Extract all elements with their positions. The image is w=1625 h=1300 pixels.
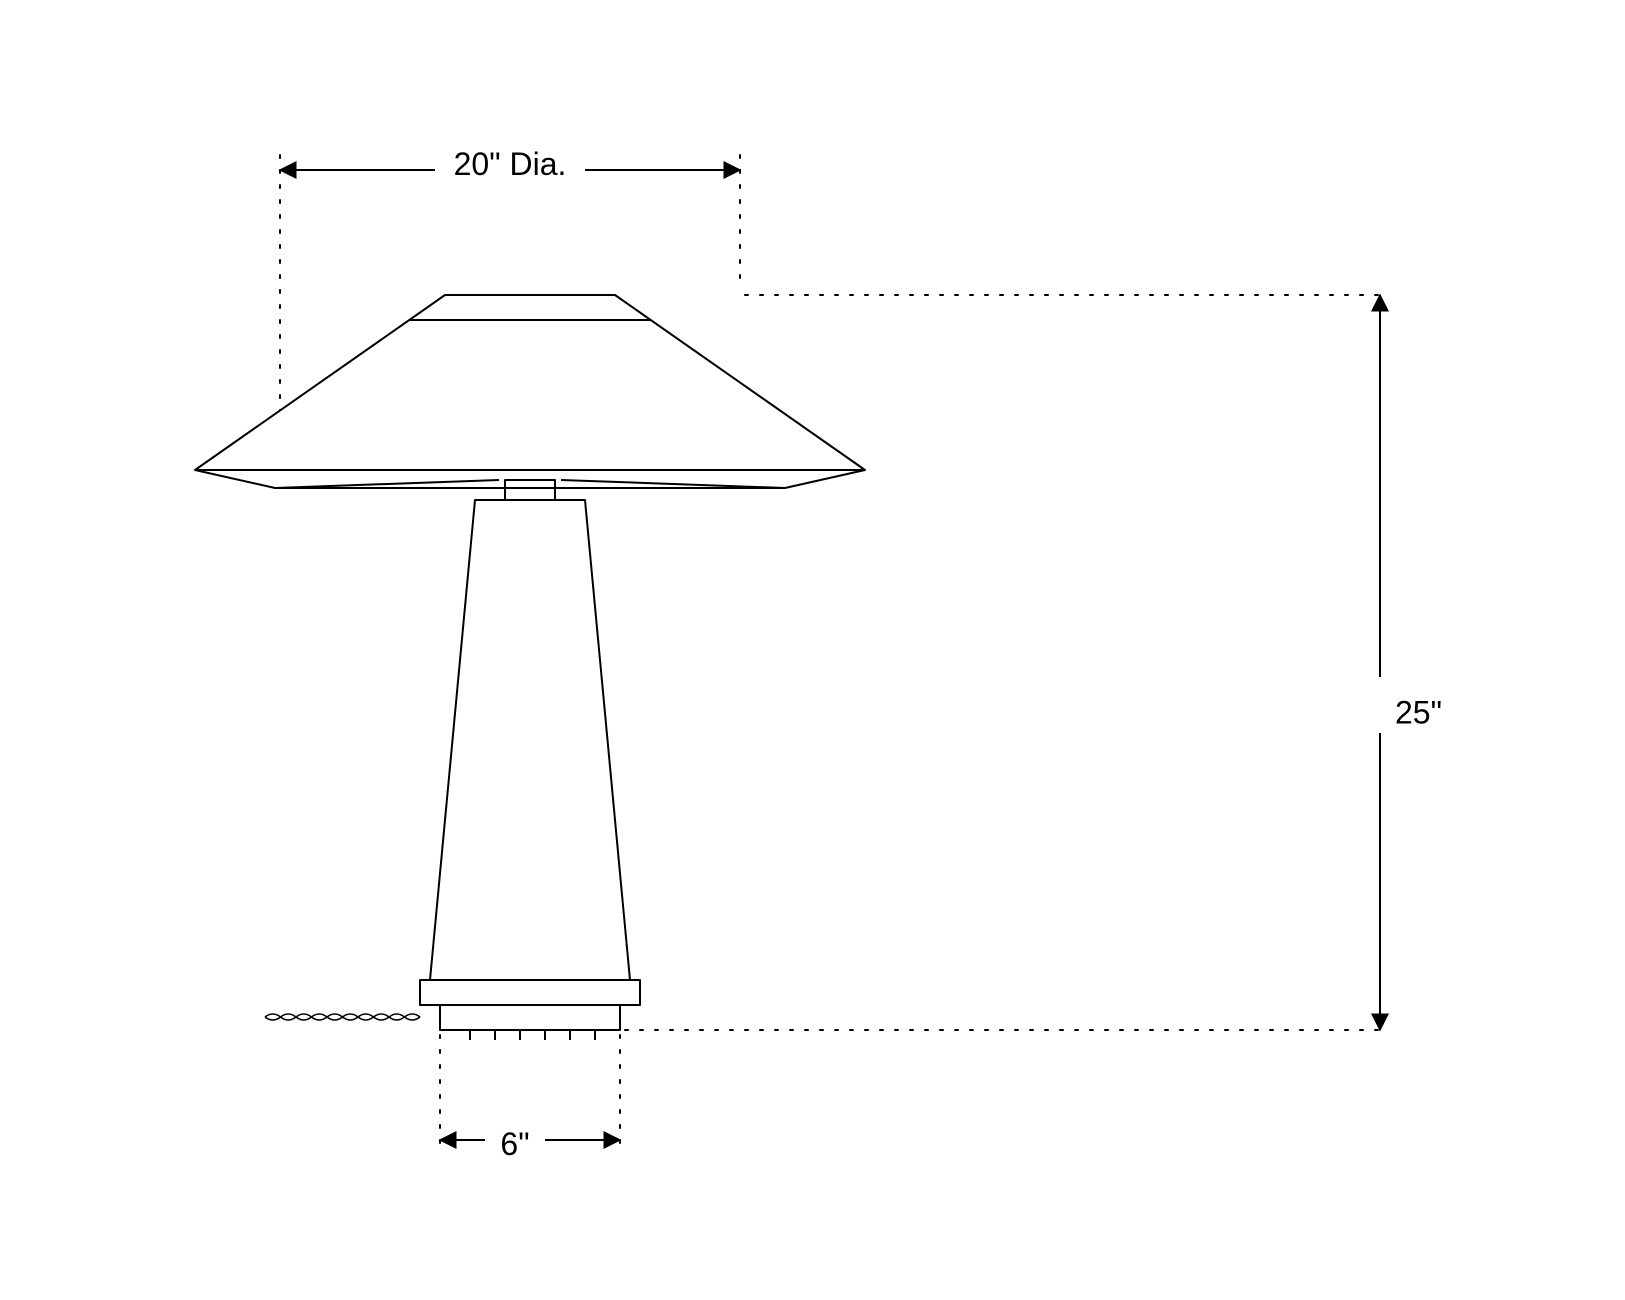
base-width-label: 6"	[500, 1126, 529, 1162]
height-label: 25"	[1395, 694, 1442, 730]
lamp-outline	[195, 295, 865, 1040]
lamp-technical-drawing: 20" Dia. 25" 6"	[0, 0, 1625, 1300]
shade-diameter-label: 20" Dia.	[454, 146, 567, 182]
